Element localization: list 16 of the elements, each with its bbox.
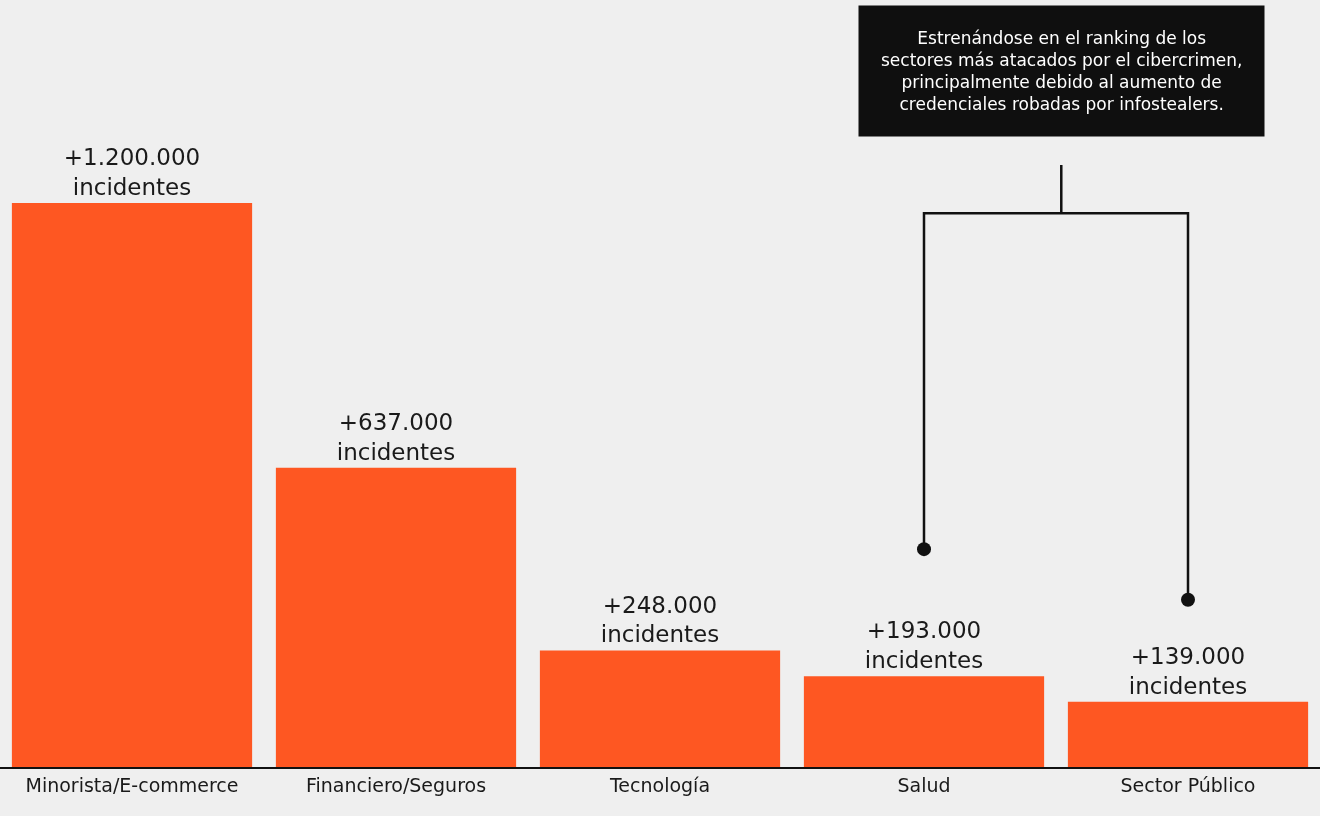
bar (803, 676, 1045, 767)
data-label: +248.000 incidentes (600, 591, 720, 648)
text: Estrenándose en el ranking de los sectores más atacados por el cibercrimen, principalmente debido al aumento de credenciales robadas por infostealers. (881, 28, 1243, 115)
data-label: +637.000 incidentes (336, 408, 456, 465)
x-tick-label: Minorista/E-commerce (25, 773, 239, 796)
x-tick-label: Tecnología (608, 773, 711, 796)
x-tick-label: Financiero/Seguros (305, 773, 487, 796)
bar (1067, 701, 1309, 767)
bar (539, 650, 781, 767)
x-tick-label: Sector Público (1120, 773, 1256, 796)
data-label: +139.000 incidentes (1128, 642, 1248, 699)
bar (275, 467, 517, 767)
x-tick-label: Salud (897, 773, 951, 796)
bar (11, 203, 253, 767)
data-label: +193.000 incidentes (864, 617, 984, 674)
data-label: +1.200.000 incidentes (63, 144, 201, 201)
